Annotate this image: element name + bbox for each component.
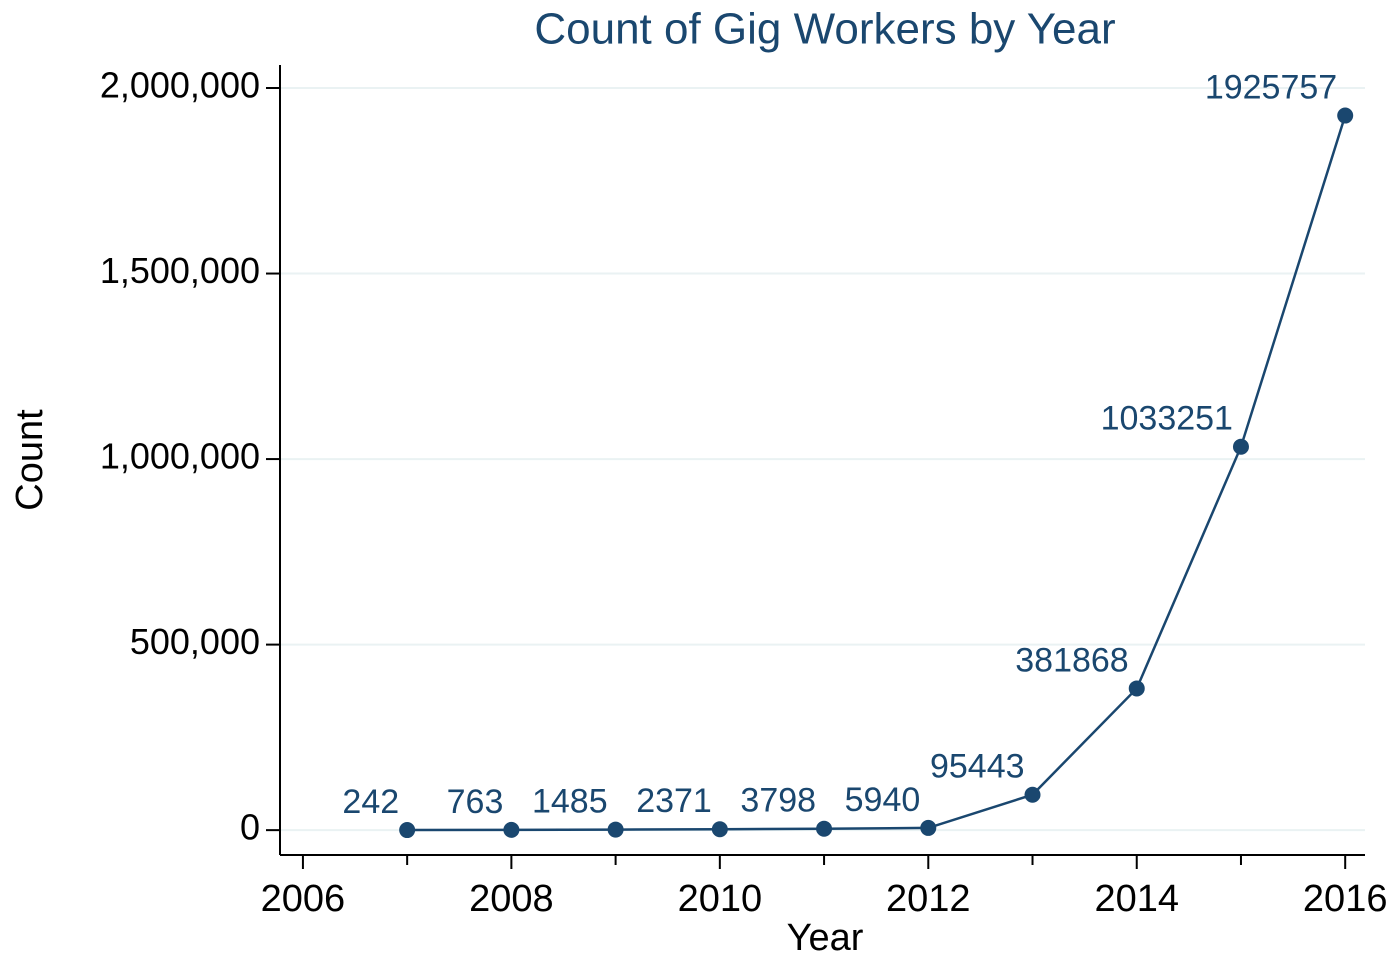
point: [399, 822, 416, 839]
y-tick-label: 1,000,000: [100, 436, 260, 477]
y-tick-label: 2,000,000: [100, 65, 260, 106]
point: [607, 821, 624, 838]
x-tick-label: 2016: [1303, 878, 1388, 920]
x-tick-label: 2014: [1094, 878, 1179, 920]
point: [1024, 786, 1041, 803]
point: [1232, 438, 1249, 455]
point: [816, 820, 833, 837]
line: [407, 115, 1347, 832]
point: [1128, 680, 1145, 697]
data-label: 2371: [636, 782, 712, 820]
point: [711, 821, 728, 838]
y-tick-label: 0: [240, 807, 260, 848]
chart-title: Count of Gig Workers by Year: [534, 5, 1115, 54]
x-axis-title: Year: [787, 917, 864, 959]
y-tick-label: 500,000: [130, 621, 260, 662]
data-label: 5940: [845, 781, 921, 819]
data-label: 763: [447, 783, 504, 821]
data-label: 381868: [1015, 641, 1128, 679]
x-tick-label: 2012: [886, 878, 971, 920]
data-label: 1033251: [1101, 400, 1233, 438]
point: [1337, 107, 1354, 124]
y-axis-title: Count: [9, 409, 51, 511]
y-tick-label: 1,500,000: [100, 250, 260, 291]
x-tick-label: 2006: [261, 878, 346, 920]
x-tick-label: 2010: [678, 878, 763, 920]
data-label: 3798: [740, 782, 816, 820]
data-label: 1925757: [1205, 69, 1337, 107]
data-label: 242: [342, 783, 399, 821]
data-label: 1485: [532, 783, 608, 821]
data-label: 95443: [930, 748, 1025, 786]
x-tick-label: 2008: [469, 878, 554, 920]
point: [920, 819, 937, 836]
point: [503, 821, 520, 838]
